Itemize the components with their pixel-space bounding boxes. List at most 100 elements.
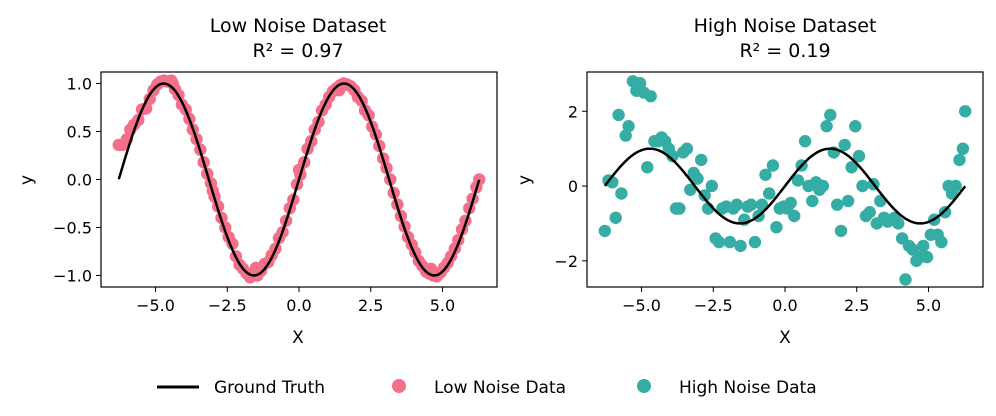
- data-point: [820, 120, 833, 133]
- data-point: [755, 198, 769, 211]
- y-tick-label: −2: [554, 252, 578, 271]
- plot-marks: [598, 75, 972, 286]
- data-point: [734, 239, 747, 253]
- data-point: [712, 235, 726, 249]
- plot-subtitle: R² = 0.97: [252, 40, 343, 62]
- x-tick-label: 0.0: [286, 296, 311, 315]
- data-point: [791, 174, 805, 187]
- data-point: [609, 211, 622, 224]
- legend-label-high-noise: High Noise Data: [679, 378, 817, 398]
- low-noise-subplot: Low Noise Dataset R² = 0.97 −5.0 −2.5 0.0 2…: [17, 15, 498, 348]
- ground-truth-line: [603, 147, 967, 225]
- y-axis-label: y: [17, 175, 37, 185]
- data-point: [473, 173, 486, 186]
- data-point: [730, 198, 743, 211]
- data-point: [824, 108, 837, 122]
- plot-marks: [112, 74, 486, 284]
- plot-title: Low Noise Dataset: [210, 15, 387, 37]
- data-point: [806, 194, 819, 208]
- data-point: [856, 179, 869, 193]
- high-noise-subplot: High Noise Dataset R² = 0.19 −5.0 −2.5 0.0…: [515, 15, 984, 348]
- data-point: [899, 273, 912, 286]
- y-tick-label: 1.0: [67, 75, 92, 94]
- data-point: [949, 179, 962, 193]
- x-tick-label: −5.0: [136, 296, 175, 315]
- data-point: [680, 142, 694, 155]
- data-point: [644, 90, 657, 103]
- x-tick-label: 2.5: [358, 296, 383, 315]
- legend-label-ground-truth: Ground Truth: [214, 378, 325, 398]
- x-tick-label: 2.5: [844, 296, 869, 315]
- y-axis-ticks: −1.0 −0.5 0.0 0.5 1.0: [53, 75, 101, 285]
- data-point: [673, 202, 686, 215]
- y-tick-label: 2: [568, 102, 578, 121]
- data-point: [841, 194, 855, 208]
- ground-truth-line: [117, 82, 481, 277]
- data-point: [249, 261, 263, 274]
- data-point: [766, 159, 780, 172]
- data-point: [831, 198, 844, 211]
- data-point: [744, 198, 758, 211]
- plot-subtitle: R² = 0.19: [739, 40, 830, 62]
- plot-title: High Noise Dataset: [694, 15, 877, 37]
- data-point: [863, 206, 876, 219]
- x-axis-label: X: [292, 328, 304, 348]
- data-point: [759, 168, 772, 181]
- data-point: [956, 142, 970, 155]
- legend-marker-high-noise: [637, 379, 651, 393]
- data-point: [953, 153, 966, 167]
- data-point: [666, 149, 679, 163]
- data-point: [598, 224, 611, 238]
- data-point: [748, 235, 762, 249]
- data-point: [798, 135, 812, 148]
- x-tick-label: 5.0: [430, 296, 455, 315]
- x-tick-label: −2.5: [208, 296, 247, 315]
- data-point: [892, 217, 905, 230]
- x-axis-ticks: −5.0 −2.5 0.0 2.5 5.0: [136, 287, 455, 315]
- x-tick-label: −2.5: [694, 296, 733, 315]
- data-point: [684, 183, 697, 196]
- data-point: [920, 250, 934, 264]
- data-point: [849, 120, 862, 133]
- data-point: [695, 153, 708, 167]
- data-point: [845, 161, 858, 174]
- x-axis-ticks: −5.0 −2.5 0.0 2.5 5.0: [622, 287, 941, 315]
- y-tick-label: 0.5: [67, 123, 92, 142]
- y-tick-label: 0: [568, 177, 578, 196]
- y-tick-label: −0.5: [53, 218, 92, 237]
- data-point: [788, 209, 801, 223]
- x-tick-label: 0.0: [772, 296, 797, 315]
- data-point: [938, 206, 952, 219]
- data-point: [838, 138, 851, 152]
- data-point: [763, 187, 776, 200]
- data-point: [723, 235, 737, 249]
- data-point: [619, 129, 632, 142]
- y-tick-label: −1.0: [53, 266, 92, 285]
- x-axis-label: X: [779, 328, 791, 348]
- x-tick-label: 5.0: [916, 296, 941, 315]
- data-point: [917, 239, 930, 253]
- data-point: [935, 235, 948, 249]
- legend-marker-low-noise: [392, 379, 406, 393]
- data-point: [770, 221, 783, 234]
- data-point: [852, 149, 866, 163]
- data-point: [641, 161, 654, 174]
- y-tick-label: 0.0: [67, 171, 92, 190]
- data-point: [834, 224, 848, 238]
- data-point: [959, 105, 972, 118]
- legend: Ground Truth Low Noise Data High Noise D…: [157, 378, 817, 398]
- data-point: [622, 120, 635, 133]
- legend-label-low-noise: Low Noise Data: [434, 378, 566, 398]
- data-point: [691, 172, 704, 185]
- data-point: [705, 179, 718, 193]
- data-point: [816, 179, 830, 193]
- data-point: [698, 189, 711, 202]
- y-axis-label: y: [515, 175, 535, 185]
- data-point: [633, 77, 647, 90]
- y-axis-ticks: −2 0 2: [554, 102, 587, 271]
- x-tick-label: −5.0: [622, 296, 661, 315]
- data-point: [615, 187, 628, 200]
- data-point: [784, 196, 797, 210]
- data-point: [612, 108, 625, 122]
